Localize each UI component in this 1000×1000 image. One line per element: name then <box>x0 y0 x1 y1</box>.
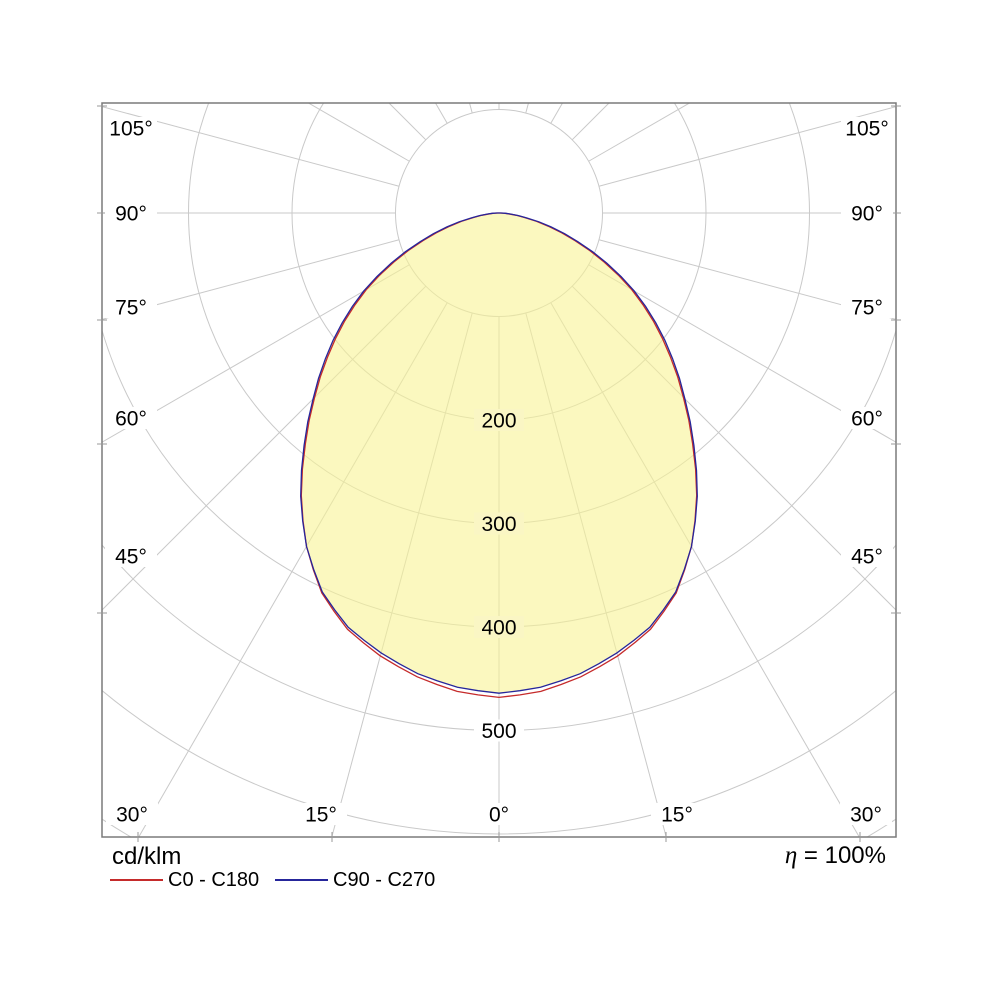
grid-radial-line <box>434 103 448 124</box>
legend-label-c90-c270: C90 - C270 <box>333 869 436 891</box>
ring-label-bg <box>474 512 524 535</box>
ring-label-bg <box>474 719 524 742</box>
curve-c0-c180 <box>300 212 698 699</box>
efficiency-value: = 100% <box>803 842 886 869</box>
angle-label: 90° <box>851 203 883 226</box>
units-label: cd/klm <box>112 843 182 870</box>
grid-radial-line <box>525 103 529 114</box>
angle-label-bg <box>841 296 893 318</box>
eta-symbol: η <box>784 842 798 869</box>
legend-swatch-c90-c270 <box>275 879 328 881</box>
grid-radial-line <box>307 103 410 162</box>
angle-label-bg <box>105 202 157 224</box>
grid-radial-line <box>388 103 427 141</box>
efficiency-label: η = 100% <box>680 842 886 870</box>
grid-radial-line <box>469 103 473 114</box>
ring-label-bg <box>474 616 524 638</box>
angle-label: 45° <box>851 546 883 569</box>
angle-label: 30° <box>850 804 882 827</box>
grid-radial-line <box>550 103 564 124</box>
ring-value-label: 200 <box>481 410 516 433</box>
angle-label: 45° <box>115 546 147 569</box>
legend-label-c0-c180: C0 - C180 <box>168 869 260 891</box>
grid-radial-line <box>598 106 896 187</box>
angle-label: 60° <box>115 408 147 431</box>
angle-label-bg <box>841 117 893 139</box>
ring-label-bg <box>474 409 524 431</box>
grid-radial-line <box>102 285 427 611</box>
angle-label-bg <box>473 803 525 825</box>
angle-label-bg <box>295 803 347 825</box>
legend: C0 - C180 C90 - C270 <box>0 868 1000 892</box>
ring-value-label: 500 <box>481 720 516 743</box>
angle-label: 15° <box>305 804 337 827</box>
angle-label: 60° <box>851 408 883 431</box>
grid-radial-line <box>598 239 896 320</box>
grid-radial-line <box>102 264 410 443</box>
angle-label-bg <box>105 117 157 139</box>
ring-value-label: 300 <box>481 513 516 536</box>
angle-label-bg <box>105 407 157 429</box>
angle-label-bg <box>105 545 157 567</box>
angle-label: 75° <box>851 297 883 320</box>
angle-label-bg <box>651 803 703 825</box>
angle-label-bg <box>841 545 893 567</box>
grid-radial-line <box>571 103 610 141</box>
angle-label: 15° <box>661 804 693 827</box>
angle-label: 75° <box>115 297 147 320</box>
angle-label-bg <box>105 296 157 318</box>
angle-label: 90° <box>115 203 147 226</box>
distribution-fill <box>300 213 698 694</box>
angle-label-bg <box>840 803 892 825</box>
curve-c90-c270 <box>300 212 698 694</box>
grid-radial-line <box>588 103 691 162</box>
grid-radial-line <box>102 106 400 187</box>
angle-label: 105° <box>109 118 152 141</box>
grid-radial-line <box>588 264 896 443</box>
angle-label-bg <box>841 407 893 429</box>
angle-label: 30° <box>116 804 148 827</box>
angle-label: 105° <box>845 118 888 141</box>
angle-label-bg <box>841 202 893 224</box>
ring-value-label: 400 <box>481 617 516 640</box>
angle-label-bg <box>106 803 158 825</box>
grid-radial-line <box>571 285 896 611</box>
grid-radial-line <box>102 239 400 320</box>
legend-swatch-c0-c180 <box>110 879 163 881</box>
angle-label: 0° <box>489 804 509 827</box>
